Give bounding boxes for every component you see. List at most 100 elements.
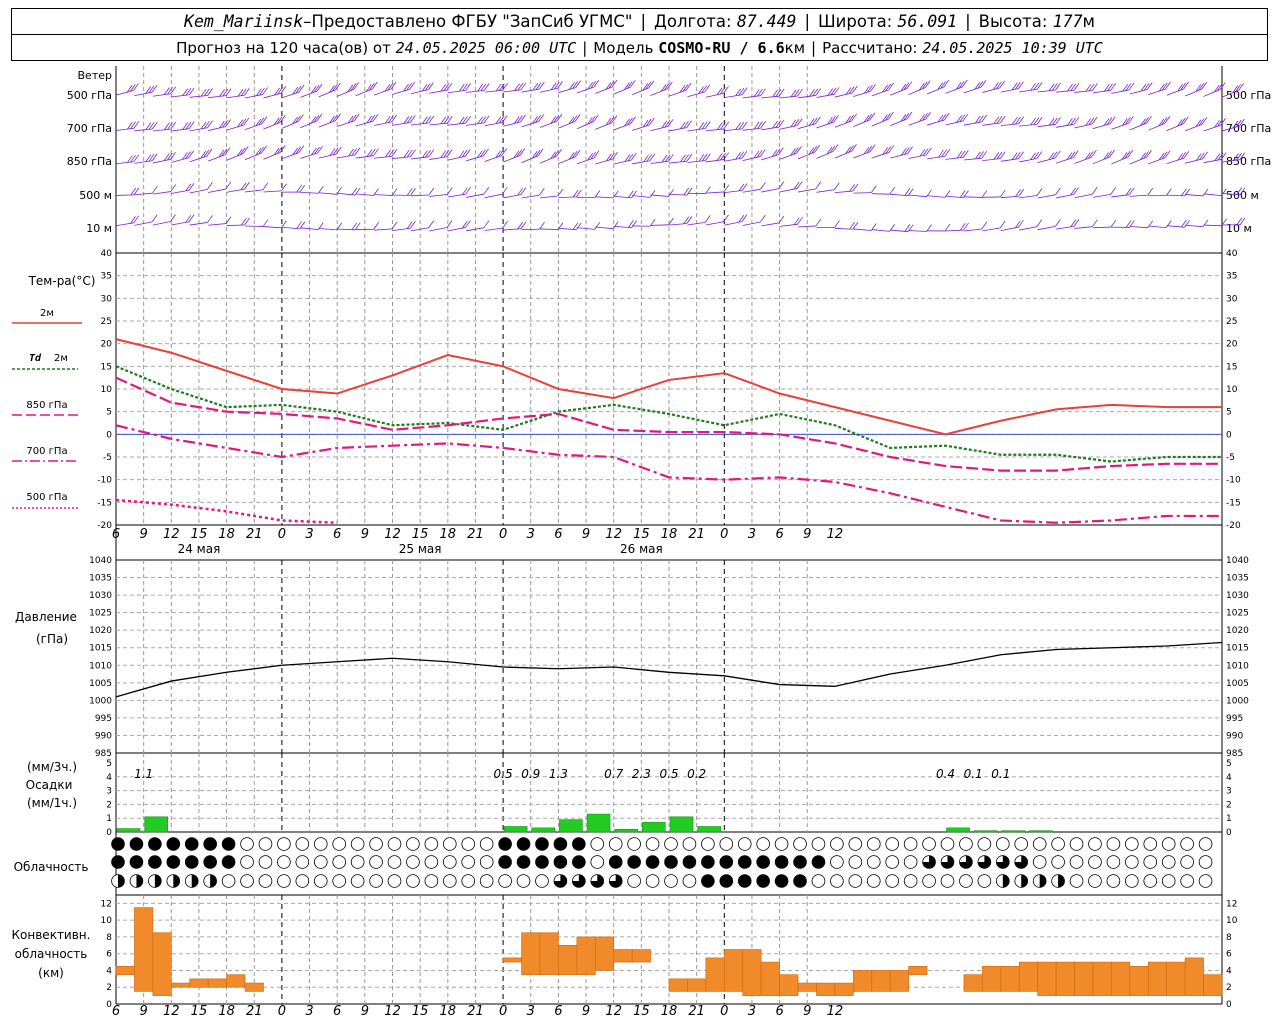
cloud-cover-symbol: [387, 837, 402, 851]
wind-barb-feather: [129, 84, 136, 92]
wind-barb: [1000, 195, 1019, 199]
wind-barb-feather: [182, 122, 189, 130]
wind-barb-feather: [778, 88, 785, 97]
wind-barb-feather: [170, 152, 176, 160]
wind-barb-feather: [465, 115, 472, 124]
wind-barb-feather: [1232, 120, 1239, 129]
temp-tick-left: 40: [101, 249, 113, 259]
wind-barb-feather: [514, 83, 520, 91]
wind-barb-feather: [627, 153, 634, 162]
cloud-cover-symbol: [701, 837, 715, 851]
wind-barb-feather: [760, 88, 766, 96]
precip-sum-label: 1.3: [549, 767, 568, 781]
wind-barb: [466, 193, 484, 198]
wind-barb-feather: [626, 81, 633, 89]
temp-tick-left: 0: [106, 430, 112, 440]
wind-barb-feather: [440, 83, 447, 92]
wind-barb-feather: [959, 190, 966, 198]
wind-barb-feather: [406, 188, 413, 196]
wind-barb-feather: [317, 186, 324, 194]
wind-barb-feather: [705, 153, 711, 161]
wind-barb-feather: [422, 116, 428, 124]
wind-barb-feather: [760, 182, 766, 190]
wind-barb-feather: [649, 153, 656, 162]
wind-barb-feather: [1199, 152, 1205, 160]
wind-barb-feather: [403, 83, 409, 92]
cloud-cover-fill: [1021, 874, 1028, 888]
prec-tick-right: 4: [1226, 773, 1232, 783]
wind-barb-feather: [1147, 187, 1154, 196]
temp-tick-right: 40: [1226, 249, 1238, 259]
temperature-panel: 40 40 35 35 30 30 25 25 20 20 15 15 10 10 5 5 0 0 -5 -5 -10 -…: [97, 249, 1241, 531]
wind-barb-feather: [477, 83, 484, 92]
wind-barb-feather: [495, 83, 502, 92]
cloud-cover-symbol: [737, 837, 752, 851]
wind-barb-feather: [812, 88, 818, 97]
wind-barb-feather: [1033, 151, 1040, 160]
precip-bar: [669, 816, 694, 833]
cloud-cover-symbol: [866, 855, 881, 869]
wind-barb-feather: [332, 84, 338, 92]
wind-barb-feather: [461, 220, 468, 229]
wind-barb-feather: [384, 83, 391, 92]
wind-barb-feather: [1048, 83, 1055, 91]
wind-barb-feather: [1085, 83, 1092, 92]
hour-label-temp: 3: [527, 527, 535, 542]
wind-barb-feather: [167, 122, 173, 130]
convective-title1: Конвективн.: [12, 928, 91, 942]
cloud-cover-symbol: [1125, 855, 1139, 869]
conv-tick-right: 2: [1226, 983, 1232, 993]
convective-bar: [576, 936, 596, 975]
cloud-cover-symbol: [1014, 837, 1029, 851]
wind-barb-feather: [347, 115, 354, 124]
pressure-unit: (гПа): [36, 632, 68, 646]
wind-barb-feather: [827, 117, 833, 125]
wind-barb-feather: [993, 116, 1000, 125]
wind-barb-feather: [1055, 82, 1061, 91]
wind-barb-feather: [200, 150, 207, 159]
pres-tick-left: 1040: [89, 556, 112, 566]
cloud-cover-symbol: [406, 855, 420, 869]
cloud-cover-symbol: [1143, 837, 1158, 851]
cloud-cover-symbol: [148, 837, 162, 851]
wind-barb-feather: [243, 117, 250, 126]
wind-barb-feather: [1165, 220, 1172, 228]
precip-unit3: (мм/3ч.): [27, 760, 77, 774]
wind-barb-feather: [1011, 152, 1018, 160]
wind-barb: [798, 225, 817, 228]
wind-barb-feather: [403, 116, 410, 124]
wind-barb: [300, 227, 319, 230]
wind-barb-feather: [993, 152, 1000, 160]
hour-label-conv: 15: [633, 1004, 650, 1019]
wind-barb-feather: [864, 85, 870, 94]
wind-barb-feather: [366, 149, 373, 157]
precip-sum-label: 0.5: [494, 767, 513, 781]
wind-barb: [503, 228, 522, 231]
wind-barb-feather: [295, 85, 302, 94]
wind-barb: [797, 188, 816, 193]
wind-barb-feather: [1109, 116, 1116, 124]
cloud-cover-symbol: [903, 874, 918, 888]
wind-barb-feather: [385, 115, 391, 124]
wind-barb-feather: [1236, 152, 1242, 161]
wind-barb-feather: [1125, 187, 1132, 196]
wind-barb-feather: [668, 217, 674, 226]
wind-barb-feather: [1067, 118, 1073, 126]
cloud-cover-symbol: [479, 837, 494, 851]
cloud-cover-symbol: [866, 837, 881, 851]
cloud-cover-symbol: [627, 874, 641, 888]
wind-barb-feather: [498, 115, 505, 124]
cloud-cover-symbol: [387, 855, 402, 869]
wind-barb: [595, 196, 614, 199]
wind-barb-feather: [849, 184, 855, 192]
temp-series-line: [115, 424, 1222, 524]
wind-barb: [871, 229, 890, 232]
wind-barb-feather: [206, 148, 213, 157]
wind-barb-feather: [870, 84, 876, 92]
convective-bar: [742, 949, 762, 996]
wind-barb-feather: [568, 152, 575, 160]
wind-barb-feather: [443, 116, 450, 124]
cloud-cover-symbol: [682, 855, 697, 869]
wind-barb-feather: [336, 222, 343, 231]
hour-label-conv: 9: [140, 1004, 148, 1019]
